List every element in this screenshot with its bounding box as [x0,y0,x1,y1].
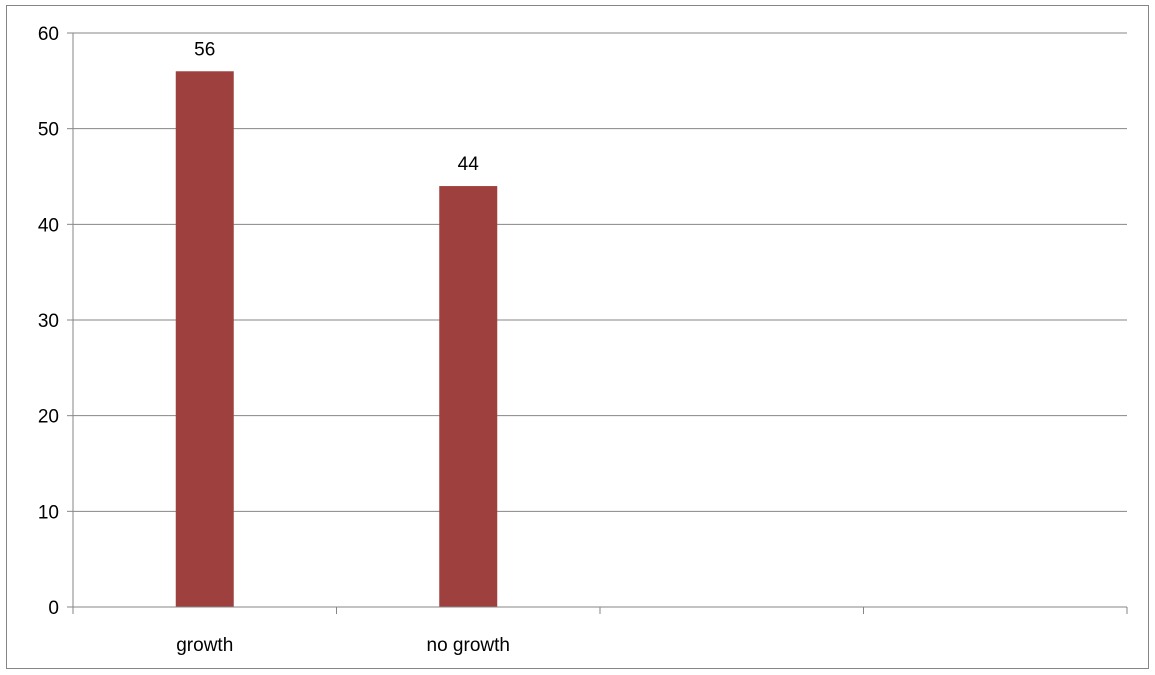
x-tick-label: growth [176,635,233,656]
x-tick-label: no growth [427,635,510,656]
gridlines [73,32,1127,512]
y-tick-label: 30 [38,311,59,332]
y-tick-label: 50 [38,120,59,141]
labels: 0 10 20 30 40 50 60 56 growth 44 no growth [38,24,510,656]
y-tick-label: 40 [38,215,59,236]
axes [67,32,1128,614]
chart-frame: 0 10 20 30 40 50 60 56 growth 44 no growth [6,5,1149,669]
bars [175,71,498,608]
bar-chart: 0 10 20 30 40 50 60 56 growth 44 no growth [38,24,1128,656]
y-tick-label: 10 [38,502,59,523]
y-tick-label: 60 [38,24,59,45]
bar [439,186,498,608]
bar [175,71,234,608]
y-tick-label: 20 [38,407,59,428]
data-label: 44 [458,154,480,175]
y-tick-label: 0 [48,598,59,619]
data-label: 56 [194,39,215,60]
